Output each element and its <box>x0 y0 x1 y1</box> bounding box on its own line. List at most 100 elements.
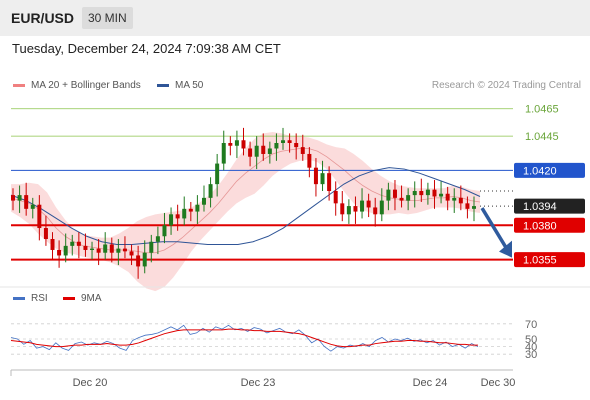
candle-body <box>445 193 450 201</box>
candle-body <box>333 191 338 204</box>
candle-body <box>320 173 325 185</box>
candle-body <box>366 200 371 208</box>
candle-body <box>248 148 253 157</box>
candle-body <box>472 206 476 209</box>
candle-body <box>274 143 279 149</box>
x-tick-label-Dec-30: Dec 30 <box>481 377 516 389</box>
candle-body <box>188 208 193 212</box>
level-tag-1.0380 <box>514 217 585 233</box>
candle-body <box>353 206 358 212</box>
candle-body <box>340 203 345 215</box>
candle-body <box>195 204 200 212</box>
candle-body <box>162 225 167 237</box>
candle-body <box>221 143 226 164</box>
rsi-ma-line <box>10 328 478 348</box>
timestamp: Tuesday, December 24, 2024 7:09:38 AM CE… <box>12 41 281 56</box>
candle-body <box>294 143 299 148</box>
candle-body <box>63 245 68 256</box>
candle-body <box>406 195 411 201</box>
candle-body <box>360 200 365 212</box>
candle-body <box>129 251 134 256</box>
level-tag-1.0420 <box>514 162 585 178</box>
rsi-tick-50: 50 <box>525 334 537 346</box>
candle-body <box>392 189 397 198</box>
candle-body <box>458 197 463 204</box>
legend-ma50: MA 50 <box>157 80 203 91</box>
candle-body <box>83 245 88 250</box>
candle-body <box>373 207 378 215</box>
candle-body <box>267 148 272 154</box>
candle-body <box>70 241 75 246</box>
candle-body <box>452 197 457 201</box>
legend-ma50-label: MA 50 <box>175 80 204 91</box>
candle-body <box>412 191 417 196</box>
candle-body <box>313 167 318 185</box>
level-label-1.0445: 1.0445 <box>525 131 559 143</box>
candle-body <box>50 239 55 250</box>
candle-body <box>300 147 305 154</box>
candle-body <box>149 241 154 253</box>
candle-body <box>425 189 430 196</box>
header-bar: EUR/USD 30 MIN <box>0 0 590 36</box>
timeframe-badge[interactable]: 30 MIN <box>82 7 133 29</box>
rsi-tick-30: 30 <box>525 349 537 361</box>
level-label-1.0380: 1.0380 <box>523 220 557 232</box>
level-label-1.0465: 1.0465 <box>525 104 559 116</box>
legend-rsi-ma-label: 9MA <box>81 293 102 304</box>
candle-body <box>57 249 62 256</box>
candle-body <box>287 140 292 143</box>
x-tick-label-Dec-23: Dec 23 <box>241 377 276 389</box>
bollinger-swatch <box>13 83 25 87</box>
candle-body <box>346 206 351 215</box>
candle-body <box>254 145 259 157</box>
candle-body <box>182 208 187 219</box>
x-tick-label-Dec-20: Dec 20 <box>73 377 108 389</box>
candle-body <box>419 191 424 196</box>
candle-body <box>201 197 206 205</box>
candle-body <box>30 204 35 209</box>
legend-bollinger: MA 20 + Bollinger Bands <box>13 80 141 91</box>
candle-body <box>215 163 220 185</box>
candle-body <box>208 184 213 198</box>
candle-body <box>103 244 108 253</box>
candle-body <box>327 173 332 191</box>
arrow-head-icon <box>499 240 512 258</box>
candle-body <box>76 241 81 246</box>
candle-body <box>90 248 95 250</box>
rsi-ma-swatch <box>63 296 75 300</box>
legend-rsi: RSI <box>13 293 48 304</box>
candle-body <box>228 143 233 146</box>
research-credit: Research © 2024 Trading Central <box>431 80 581 91</box>
candle-body <box>17 195 22 201</box>
legend-bollinger-label: MA 20 + Bollinger Bands <box>31 80 141 91</box>
candle-body <box>234 140 239 146</box>
candle-body <box>439 193 444 197</box>
level-label-1.0420: 1.0420 <box>523 165 557 177</box>
rsi-swatch <box>13 296 25 300</box>
candle-body <box>24 195 29 209</box>
candle-body <box>261 145 266 154</box>
candle-body <box>307 153 312 168</box>
candle-body <box>399 197 404 201</box>
x-tick-label-Dec-24: Dec 24 <box>413 377 448 389</box>
last-price-label: 1.0394 <box>523 201 557 213</box>
last-price-tag <box>514 198 585 214</box>
candle-body <box>136 255 141 267</box>
candle-body <box>465 203 470 209</box>
rsi-tick-40: 40 <box>525 342 537 354</box>
candle-body <box>175 214 180 219</box>
rsi-tick-70: 70 <box>525 319 537 331</box>
candle-body <box>281 140 286 143</box>
candle-body <box>241 140 246 149</box>
candle-body <box>109 244 114 253</box>
ma50-line <box>10 167 481 245</box>
candle-body <box>37 204 42 229</box>
candle-body <box>155 236 160 242</box>
candle-body <box>432 189 437 197</box>
candle-body <box>386 189 391 201</box>
candle-body <box>379 200 384 215</box>
legend-rsi-label: RSI <box>31 293 48 304</box>
level-tag-1.0355 <box>514 252 585 268</box>
candle-body <box>43 228 48 239</box>
candle-body <box>122 248 127 252</box>
